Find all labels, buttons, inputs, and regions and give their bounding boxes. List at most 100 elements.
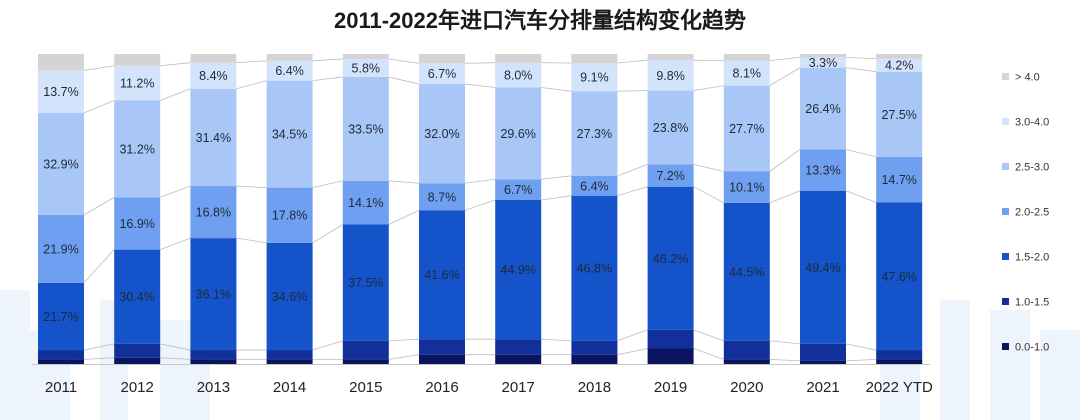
legend-label: > 4.0 xyxy=(1015,72,1040,84)
category-label: 2013 xyxy=(197,379,230,396)
bar-segment-2011-2.02.5 xyxy=(38,214,84,283)
connector-line xyxy=(236,80,267,90)
connector-line xyxy=(693,85,724,91)
data-label: 34.6% xyxy=(272,290,307,304)
bar-segment-2015-2.02.5 xyxy=(342,180,389,225)
legend-swatch xyxy=(1002,73,1009,80)
data-label: 29.6% xyxy=(500,127,535,141)
bar-segment-2019-3.04.0 xyxy=(647,60,694,91)
data-label: 41.6% xyxy=(424,268,459,282)
data-label: 32.0% xyxy=(424,127,459,141)
category-label: 2011 xyxy=(45,379,77,396)
bar-segment-2012-2.02.5 xyxy=(114,197,161,250)
legend-label: 2.5-3.0 xyxy=(1015,162,1049,174)
connector-line xyxy=(388,180,420,184)
legend-label: 1.5-2.0 xyxy=(1015,252,1049,264)
category-label: 2016 xyxy=(425,379,458,396)
bar-segment-2020-2.02.5 xyxy=(723,171,770,203)
connector-line xyxy=(312,340,343,351)
bar-segment-2013-1.52.0 xyxy=(190,238,237,351)
bar-segment-2019-0.01.0 xyxy=(647,348,694,364)
bar-segment-2013-2.53.0 xyxy=(190,88,237,187)
bar-segment-2022-YTD-0.01.0 xyxy=(876,359,923,364)
data-label: 27.5% xyxy=(881,108,916,122)
data-label: 9.1% xyxy=(580,71,609,85)
connector-line xyxy=(845,190,877,203)
bar-segment-2012-1.01.5 xyxy=(114,343,161,358)
bar-segment-2015-0.01.0 xyxy=(342,359,389,364)
connector-line xyxy=(617,186,648,197)
category-label: 2017 xyxy=(502,379,535,396)
connector-line xyxy=(845,57,877,60)
connector-line xyxy=(769,67,801,86)
data-label: 5.8% xyxy=(352,61,381,75)
legend-swatch xyxy=(1002,298,1009,305)
data-label: 37.5% xyxy=(348,276,383,290)
bar-segment-2016-4.0 xyxy=(419,54,465,64)
bar-segment-2014-2.02.5 xyxy=(266,187,313,243)
bar-segment-2011-2.53.0 xyxy=(38,112,84,215)
data-label: 32.9% xyxy=(43,157,78,171)
connector-line xyxy=(617,163,648,177)
data-label: 44.9% xyxy=(500,263,535,277)
bar-segment-2018-1.01.5 xyxy=(571,340,618,355)
bar-segment-2013-3.04.0 xyxy=(190,62,237,89)
bar-segment-2016-2.02.5 xyxy=(419,183,465,211)
data-label: 47.6% xyxy=(881,270,916,284)
bar-segment-2019-1.52.0 xyxy=(647,186,694,330)
data-label: 33.5% xyxy=(348,122,383,136)
connector-line xyxy=(160,237,191,250)
legend-label: 0.0-1.0 xyxy=(1015,342,1049,354)
bar-segment-2012-4.0 xyxy=(114,54,161,66)
bar-segment-2018-2.53.0 xyxy=(571,91,618,176)
bar-segment-2013-1.01.5 xyxy=(190,350,237,360)
bar-segment-2022-YTD-1.01.5 xyxy=(876,350,923,360)
bar-segment-2011-4.0 xyxy=(38,54,84,71)
connector-line xyxy=(83,100,115,114)
data-label: 9.8% xyxy=(656,69,685,83)
connector-line xyxy=(693,329,724,342)
category-label: 2021 xyxy=(806,379,839,396)
connector-line xyxy=(312,76,343,82)
connector-line xyxy=(617,329,648,342)
bar-segment-2017-1.52.0 xyxy=(495,200,542,340)
bar-segment-2011-0.01.0 xyxy=(38,359,84,364)
data-label: 6.7% xyxy=(428,67,457,81)
connector-line xyxy=(388,58,420,64)
bar-segment-2014-0.01.0 xyxy=(266,359,313,364)
bar-segment-2017-1.01.5 xyxy=(495,339,542,355)
connector-line xyxy=(541,338,572,342)
bar-segment-2019-2.02.5 xyxy=(647,164,694,187)
connector-line xyxy=(160,185,191,198)
connector-line xyxy=(312,58,343,62)
connector-line xyxy=(160,343,191,351)
data-label: 27.3% xyxy=(577,127,612,141)
data-label: 30.4% xyxy=(119,290,154,304)
data-label: 14.7% xyxy=(881,173,916,187)
connector-line xyxy=(845,67,877,73)
bar-segment-2020-4.0 xyxy=(723,54,770,61)
data-label: 11.2% xyxy=(120,77,155,91)
category-label: 2019 xyxy=(654,379,687,396)
connector-line xyxy=(845,149,877,158)
bar-segment-2014-1.01.5 xyxy=(266,350,313,360)
bar-segment-2012-1.52.0 xyxy=(114,249,161,344)
connector-line xyxy=(617,348,648,356)
bar-segment-2014-2.53.0 xyxy=(266,80,313,188)
data-label: 21.7% xyxy=(43,310,78,324)
bar-segment-2013-0.01.0 xyxy=(190,359,237,364)
legend: > 4.0 3.0-4.0 2.5-3.0 2.0-2.5 1.5-2.0 1.0-1.5… xyxy=(1002,72,1049,354)
bar-segment-2021-0.01.0 xyxy=(800,360,846,364)
category-label: 2015 xyxy=(349,379,382,396)
category-label: 2012 xyxy=(121,379,154,396)
category-axis: 2011 2012 2013 2014 2015 2016 2017 2018 2019 2020… xyxy=(45,379,933,396)
data-label: 27.7% xyxy=(729,122,764,136)
data-labels: 21.7% 21.9% 32.9% 13.7% 30.4% 16.9% 31.2% 11.2%… xyxy=(43,56,917,324)
connector-line xyxy=(769,149,801,172)
connector-line xyxy=(617,59,648,64)
bar-segment-2014-3.04.0 xyxy=(266,60,313,81)
data-label: 44.5% xyxy=(729,265,764,279)
bar-segment-2018-1.52.0 xyxy=(571,195,618,341)
connector-line xyxy=(83,65,115,71)
bar-segment-2016-1.52.0 xyxy=(419,210,465,340)
